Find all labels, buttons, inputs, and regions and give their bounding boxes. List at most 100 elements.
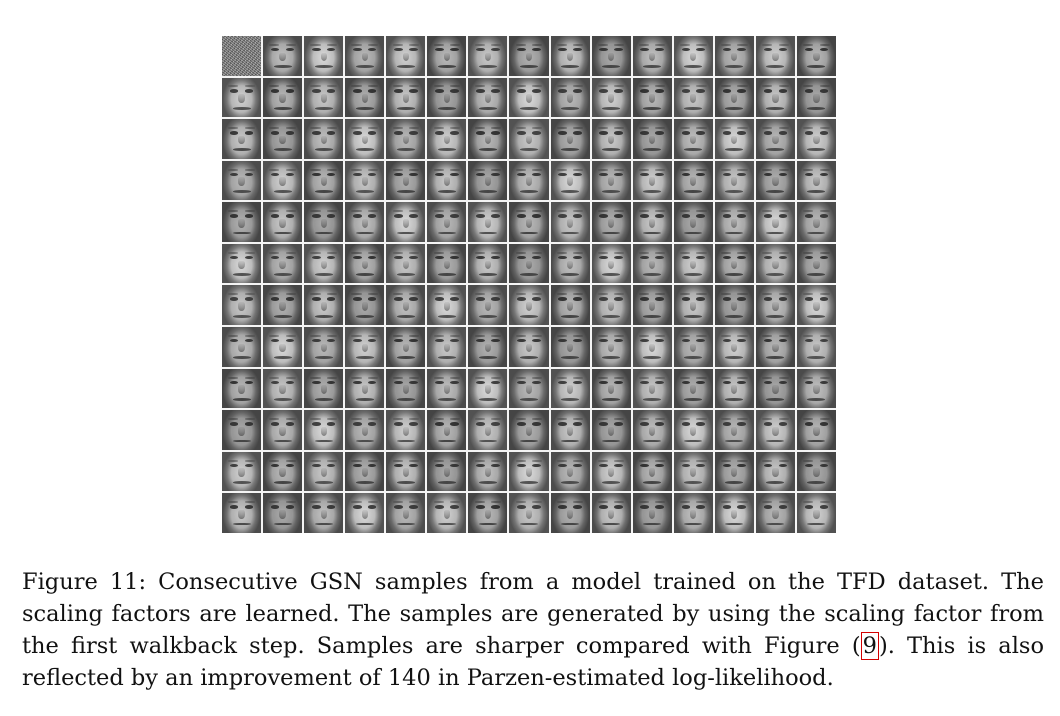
face-sample-image	[304, 243, 344, 284]
face-sample-image	[673, 160, 713, 201]
face-sample-image	[468, 160, 508, 201]
face-sample-image	[550, 451, 590, 492]
face-sample-image	[427, 202, 467, 242]
face-sample-image	[550, 77, 590, 118]
face-sample-image	[222, 493, 262, 533]
face-sample-image	[755, 119, 795, 159]
face-sample-image	[673, 493, 713, 533]
face-sample-image	[427, 243, 467, 284]
face-sample-image	[345, 451, 385, 492]
face-sample-image	[509, 119, 549, 159]
face-sample-image	[796, 202, 836, 242]
face-sample-image	[345, 36, 385, 76]
face-sample-image	[304, 493, 344, 533]
face-sample-image	[345, 327, 385, 367]
face-sample-image	[550, 410, 590, 450]
face-sample-image	[468, 285, 508, 326]
face-sample-image	[427, 410, 467, 450]
caption-text-before-ref: Consecutive GSN samples from a model tra…	[22, 569, 1044, 659]
noise-sample-image	[222, 36, 262, 76]
face-sample-image	[263, 243, 303, 284]
face-sample-image	[263, 36, 303, 76]
face-sample-image	[263, 410, 303, 450]
face-sample-image	[263, 202, 303, 242]
face-sample-image	[796, 327, 836, 367]
face-sample-image	[714, 327, 754, 367]
face-sample-image	[468, 202, 508, 242]
face-sample-image	[509, 368, 549, 409]
figure-label: Figure 11:	[22, 569, 147, 595]
face-sample-image	[591, 451, 631, 492]
face-sample-image	[550, 368, 590, 409]
face-sample-image	[714, 36, 754, 76]
face-sample-image	[591, 77, 631, 118]
face-sample-image	[714, 243, 754, 284]
face-sample-image	[673, 410, 713, 450]
face-sample-image	[427, 36, 467, 76]
face-sample-image	[550, 36, 590, 76]
face-sample-image	[427, 368, 467, 409]
face-sample-image	[632, 36, 672, 76]
face-sample-image	[468, 327, 508, 367]
face-sample-image	[222, 202, 262, 242]
face-sample-image	[386, 285, 426, 326]
face-sample-image	[796, 410, 836, 450]
face-sample-image	[632, 243, 672, 284]
face-sample-image	[755, 493, 795, 533]
face-sample-image	[796, 160, 836, 201]
face-sample-image	[714, 285, 754, 326]
face-sample-image	[550, 119, 590, 159]
figure-reference-link[interactable]: 9	[860, 632, 879, 660]
face-sample-image	[509, 243, 549, 284]
face-sample-image	[509, 327, 549, 367]
face-sample-image	[304, 285, 344, 326]
face-sample-image	[509, 285, 549, 326]
face-sample-image	[304, 119, 344, 159]
face-sample-image	[386, 36, 426, 76]
face-sample-image	[755, 160, 795, 201]
face-sample-image	[591, 327, 631, 367]
face-sample-image	[345, 410, 385, 450]
face-sample-image	[714, 77, 754, 118]
face-sample-image	[263, 368, 303, 409]
face-sample-image	[673, 285, 713, 326]
face-sample-image	[222, 160, 262, 201]
face-sample-image	[304, 202, 344, 242]
face-sample-image	[468, 119, 508, 159]
face-sample-image	[468, 451, 508, 492]
face-sample-image	[263, 77, 303, 118]
face-sample-image	[591, 368, 631, 409]
face-sample-image	[673, 77, 713, 118]
face-sample-image	[263, 285, 303, 326]
face-sample-image	[755, 36, 795, 76]
face-sample-image	[345, 77, 385, 118]
face-sample-image	[796, 493, 836, 533]
face-sample-image	[714, 368, 754, 409]
face-sample-image	[222, 410, 262, 450]
face-sample-image	[591, 493, 631, 533]
face-sample-image	[386, 160, 426, 201]
face-sample-image	[673, 243, 713, 284]
face-sample-image	[796, 285, 836, 326]
caption-text-after-ref: ). This is also reflected by an improvem…	[22, 633, 1045, 691]
face-sample-image	[386, 77, 426, 118]
face-sample-image	[509, 451, 549, 492]
face-sample-image	[427, 119, 467, 159]
face-sample-image	[468, 77, 508, 118]
face-sample-image	[386, 451, 426, 492]
face-sample-image	[673, 368, 713, 409]
face-sample-image	[550, 493, 590, 533]
face-sample-image	[263, 160, 303, 201]
face-sample-image	[550, 202, 590, 242]
face-sample-image	[468, 36, 508, 76]
face-sample-image	[304, 368, 344, 409]
face-sample-image	[304, 410, 344, 450]
face-sample-image	[591, 410, 631, 450]
face-sample-image	[591, 285, 631, 326]
face-sample-image	[632, 77, 672, 118]
face-sample-image	[427, 493, 467, 533]
face-sample-image	[714, 410, 754, 450]
face-sample-image	[345, 493, 385, 533]
face-sample-image	[550, 285, 590, 326]
face-sample-image	[755, 410, 795, 450]
